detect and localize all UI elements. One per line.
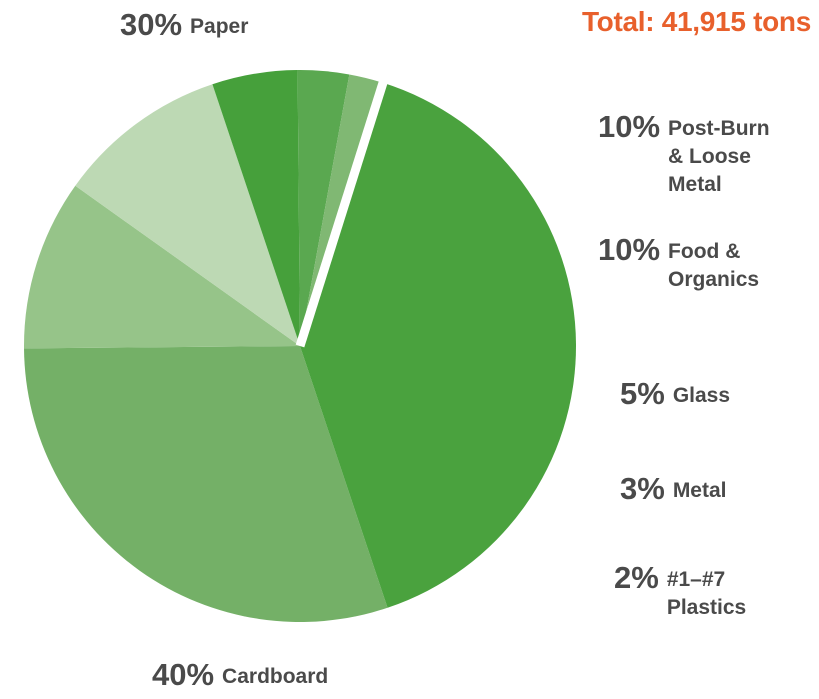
label-plastics: 2% #1–#7 Plastics xyxy=(614,561,746,622)
pie-slice-metal xyxy=(297,69,350,346)
pie-slice-food-organics xyxy=(75,84,301,347)
label-metal-name: Metal xyxy=(672,479,727,502)
label-metal: 3% Metal xyxy=(620,472,727,506)
label-food-organics-line1: Food & xyxy=(668,240,741,263)
pie-slice-post-burn-loose-metal xyxy=(23,185,300,349)
label-post-burn-metal-line1: Post-Burn xyxy=(668,117,770,140)
label-paper: 30% Paper xyxy=(120,8,248,42)
label-glass-percent: 5% xyxy=(620,376,665,411)
label-food-organics-line2: Organics xyxy=(668,268,760,291)
label-glass: 5% Glass xyxy=(620,377,730,411)
label-paper-percent: 30% xyxy=(120,7,183,42)
pie-slice-glass xyxy=(212,70,300,347)
label-cardboard-name: Cardboard xyxy=(222,665,329,688)
label-post-burn-metal-percent: 10% xyxy=(598,109,661,144)
label-cardboard-percent: 40% xyxy=(152,657,215,692)
label-post-burn-metal-line2: & Loose xyxy=(668,145,751,168)
pie-slice-paper xyxy=(24,346,388,622)
label-food-organics: 10% Food & Organics xyxy=(598,233,759,294)
label-plastics-line2: Plastics xyxy=(666,596,747,619)
label-cardboard: 40% Cardboard xyxy=(152,658,328,692)
chart-total: Total: 41,915 tons xyxy=(581,6,811,37)
pie-slice-cardboard xyxy=(300,82,576,608)
label-plastics-percent: 2% xyxy=(614,560,659,595)
label-plastics-line1: #1–#7 xyxy=(666,568,726,591)
label-post-burn-metal: 10% Post-Burn & Loose Metal xyxy=(598,110,770,199)
slice-separator xyxy=(295,77,389,348)
label-paper-name: Paper xyxy=(190,15,249,38)
label-glass-name: Glass xyxy=(672,384,731,407)
label-food-organics-percent: 10% xyxy=(598,232,661,267)
label-metal-percent: 3% xyxy=(620,471,665,506)
label-post-burn-metal-line3: Metal xyxy=(668,173,722,196)
